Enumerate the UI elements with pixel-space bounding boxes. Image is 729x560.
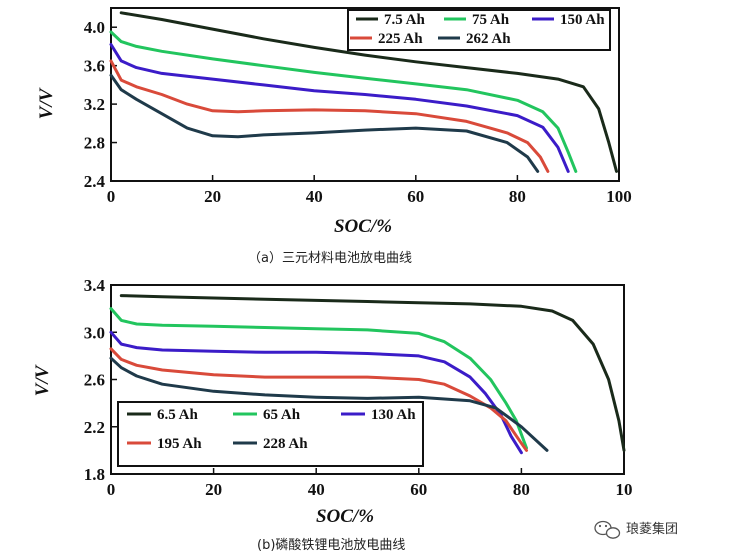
y-tick-label: 3.2 xyxy=(84,95,105,114)
chart-lfp: 1.8 2.2 2.6 3.0 3.4 0 20 40 60 80 10 V/V SOC/% 6.5 Ah… xyxy=(32,276,633,553)
series-line-75-ah xyxy=(109,30,578,173)
x-tick-label: 40 xyxy=(306,187,323,206)
watermark-text: 琅菱集团 xyxy=(626,521,678,537)
y-tick-label: 3.4 xyxy=(84,276,106,295)
legend-label: 7.5 Ah xyxy=(384,12,426,28)
legend-label: 75 Ah xyxy=(472,12,510,28)
x-tick-label: 20 xyxy=(205,480,222,499)
y-axis-label: V/V xyxy=(36,87,57,119)
x-axis-label: SOC/% xyxy=(334,216,392,237)
legend-label: 6.5 Ah xyxy=(157,407,199,423)
series-line-195-ah xyxy=(109,347,528,452)
legend-label: 130 Ah xyxy=(371,407,416,423)
x-tick-label: 0 xyxy=(107,480,116,499)
legend-label: 195 Ah xyxy=(157,436,202,452)
y-tick-label: 2.4 xyxy=(84,172,106,191)
y-tick-label: 4.0 xyxy=(84,18,105,37)
series-line-225-ah xyxy=(109,59,550,173)
legend-box xyxy=(117,401,424,467)
series-line-150-ah xyxy=(109,43,570,173)
legend-label: 228 Ah xyxy=(263,436,308,452)
series-line-228-ah xyxy=(109,356,549,452)
y-tick-label: 2.6 xyxy=(84,371,105,390)
x-tick-label: 60 xyxy=(407,187,424,206)
legend: 6.5 Ah 65 Ah 130 Ah 195 Ah 228 Ah xyxy=(117,401,424,467)
x-tick-label: 100 xyxy=(606,187,632,206)
chart-caption: （a）三元材料电池放电曲线 xyxy=(248,251,412,266)
wechat-icon xyxy=(594,520,621,539)
y-axis-label: V/V xyxy=(32,364,53,396)
x-tick-label: 40 xyxy=(308,480,325,499)
series-line-7-5-ah xyxy=(119,11,618,173)
series-line-65-ah xyxy=(109,307,528,450)
x-tick-label: 80 xyxy=(509,187,526,206)
x-tick-label: 0 xyxy=(107,187,116,206)
y-tick-label: 2.8 xyxy=(84,134,105,153)
legend-label: 65 Ah xyxy=(263,407,301,423)
x-axis-label: SOC/% xyxy=(316,506,374,527)
y-tick-label: 3.6 xyxy=(84,57,105,76)
legend-label: 262 Ah xyxy=(466,31,511,47)
y-tick-label: 1.8 xyxy=(84,465,105,484)
y-tick-label: 3.0 xyxy=(84,323,105,342)
chart-ternary: 2.4 2.8 3.2 3.6 4.0 0 20 40 60 80 100 V/V SOC/% 7.5 A… xyxy=(36,7,632,266)
legend-label: 225 Ah xyxy=(378,31,423,47)
watermark: 琅菱集团 xyxy=(594,520,678,539)
chart-caption: (b)磷酸铁锂电池放电曲线 xyxy=(257,538,405,553)
x-tick-label: 80 xyxy=(513,480,530,499)
legend-label: 150 Ah xyxy=(560,12,605,28)
series-line-6-5-ah xyxy=(119,294,626,452)
x-tick-label: 60 xyxy=(410,480,427,499)
y-tick-label: 2.2 xyxy=(84,418,105,437)
series-line-262-ah xyxy=(109,73,540,173)
legend: 7.5 Ah 75 Ah 150 Ah 225 Ah 262 Ah xyxy=(347,9,611,51)
x-tick-label: 20 xyxy=(204,187,221,206)
legend-box xyxy=(347,9,611,51)
x-tick-label: 10 xyxy=(616,480,633,499)
